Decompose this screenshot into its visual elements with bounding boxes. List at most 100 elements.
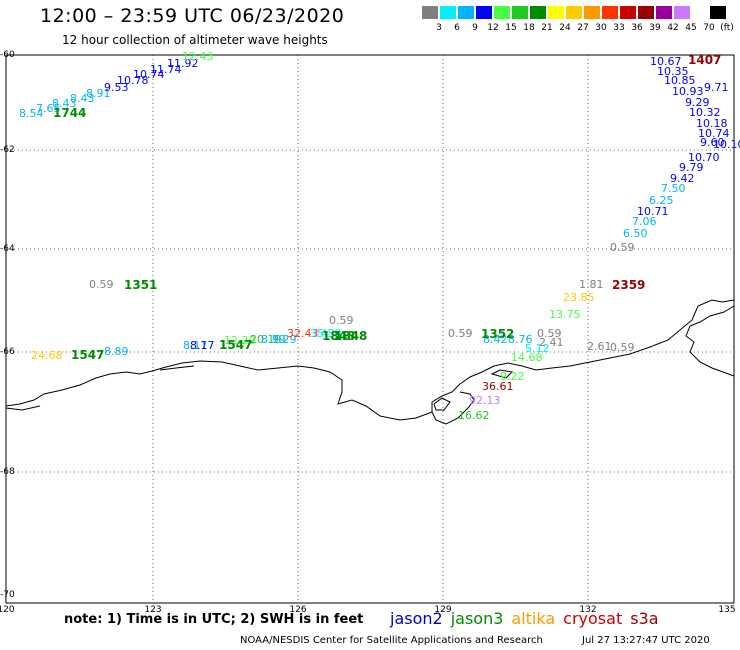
wave-height-label: 2.61 [587, 340, 612, 353]
legend-swatch [458, 6, 474, 19]
legend-tick: 12 [487, 23, 499, 33]
pass-time-label: 1547 [71, 348, 105, 362]
legend-swatch [602, 6, 618, 19]
legend-swatch [620, 6, 636, 19]
wave-height-label: 16.62 [458, 409, 490, 422]
generated-timestamp: Jul 27 13:27:47 UTC 2020 [582, 635, 710, 646]
wave-height-label: 10.18 [696, 117, 728, 130]
legend-tick: 24 [559, 23, 571, 33]
legend-swatch [512, 6, 528, 19]
lon-label: 132 [579, 605, 597, 615]
legend-swatch [584, 6, 600, 19]
wave-height-label: 20.19 [250, 333, 282, 346]
wave-height-label: 5.12 [525, 342, 550, 355]
lat-label: -62 [0, 145, 15, 155]
legend-swatch [710, 6, 726, 19]
wave-height-label: 5.59 [317, 327, 342, 340]
wave-height-label: 6.25 [649, 194, 674, 207]
wave-height-label: 10.85 [664, 74, 696, 87]
legend-swatch [638, 6, 654, 19]
wave-height-label: 92.13 [469, 394, 501, 407]
wave-height-label: 10.70 [688, 151, 720, 164]
graticule [6, 55, 734, 603]
legend-swatch [656, 6, 672, 19]
satellite-name: jason3 [450, 609, 504, 628]
wave-height-label: 23.85 [563, 291, 595, 304]
wave-height-label: 10.74 [133, 68, 165, 81]
wave-height-label: 9.71 [704, 81, 729, 94]
pass-time-label: 1352 [481, 327, 515, 341]
wave-height-label: 11.74 [150, 63, 182, 76]
wave-height-label: 8.54 [19, 107, 44, 120]
wave-height-label: 0.59 [329, 314, 354, 327]
legend-tick: (ft) [720, 23, 734, 33]
lon-label: 135 [718, 605, 736, 615]
map-title: 12:00 – 23:59 UTC 06/23/2020 [40, 5, 345, 27]
legend-tick: 9 [472, 23, 478, 33]
lat-label: -64 [0, 244, 15, 254]
legend-tick: 42 [667, 23, 679, 33]
wave-height-label: 10.32 [689, 106, 721, 119]
wave-height-label: 0.59 [448, 327, 473, 340]
wave-height-label: 10.10 [713, 138, 740, 151]
wave-height-label: 11.92 [167, 57, 199, 70]
wave-height-label: 14.68 [511, 351, 543, 364]
legend-swatch [422, 6, 438, 19]
legend-tick: 70 [703, 23, 715, 33]
wave-height-label: 10.67 [650, 55, 682, 68]
wave-height-label: 13.75 [549, 308, 581, 321]
legend-swatch [548, 6, 564, 19]
lat-label: -68 [0, 467, 15, 477]
wave-height-label: 10.35 [657, 65, 689, 78]
pass-time-label: 1351 [124, 278, 158, 292]
wave-height-label: 9.79 [679, 161, 704, 174]
wave-height-label: 36.61 [482, 380, 514, 393]
credit-line: NOAA/NESDIS Center for Satellite Applica… [240, 635, 543, 646]
wave-height-label: 10.78 [117, 74, 149, 87]
wave-height-label: 8.17 [183, 339, 208, 352]
legend-tick: 18 [523, 23, 535, 33]
legend-tick: 45 [685, 23, 697, 33]
pass-time-label: 1848 [334, 329, 368, 343]
legend-tick: 21 [541, 23, 553, 33]
map-subtitle: 12 hour collection of altimeter wave hei… [62, 33, 328, 47]
lon-label: 120 [0, 605, 15, 615]
wave-height-label: 9.22 [500, 370, 525, 383]
wave-height-label: 9.42 [670, 172, 695, 185]
wave-height-label: 6.50 [623, 227, 648, 240]
wave-height-label: 3.43 [310, 327, 335, 340]
wave-height-label: 8.91 [86, 87, 111, 100]
wave-height-label: 9.29 [685, 96, 710, 109]
legend-swatch [440, 6, 456, 19]
legend-swatch [566, 6, 582, 19]
map-frame [5, 54, 735, 604]
satellite-legend: jason2 jason3 altika cryosat s3a [390, 609, 667, 628]
lon-label: 123 [144, 605, 162, 615]
wave-height-label: 8.43 [70, 92, 95, 105]
satellite-name: altika [511, 609, 556, 628]
legend-tick: 30 [595, 23, 607, 33]
legend-swatch [494, 6, 510, 19]
coastline [5, 299, 735, 425]
wave-height-label: 10.93 [672, 85, 704, 98]
wave-height-label: 8.43 [52, 97, 77, 110]
wave-height-label: 2.41 [539, 336, 564, 349]
lat-label: -70 [0, 590, 15, 600]
wave-height-label: 1.81 [579, 278, 604, 291]
wave-height-label: 9.53 [104, 81, 129, 94]
lat-label: -60 [0, 50, 15, 60]
wave-height-label: 10.71 [637, 205, 669, 218]
satellite-name: s3a [630, 609, 659, 628]
footer-note: note: 1) Time is in UTC; 2) SWH is in fe… [64, 612, 364, 627]
pass-time-label: 1848 [322, 329, 356, 343]
wave-height-label: 7.06 [632, 215, 657, 228]
lon-label: 129 [434, 605, 452, 615]
wave-height-label: 0.59 [537, 327, 562, 340]
legend-swatch [476, 6, 492, 19]
wave-height-label: 7.50 [661, 182, 686, 195]
legend-tick: 6 [454, 23, 460, 33]
wave-height-label: 0.59 [610, 241, 635, 254]
pass-time-label: 1547 [219, 338, 253, 352]
wave-height-label: 24.68 [31, 349, 63, 362]
